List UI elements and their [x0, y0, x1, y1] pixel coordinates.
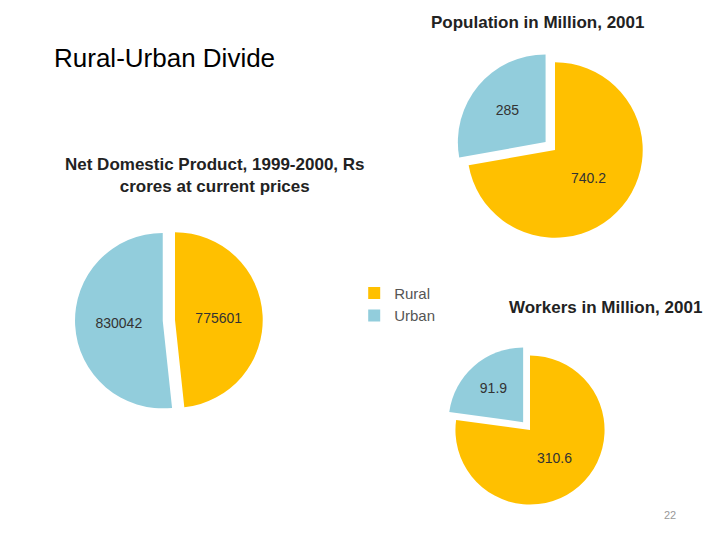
svg-text:Population in Million, 2001: Population in Million, 2001 [431, 13, 644, 32]
svg-text:740.2: 740.2 [571, 170, 606, 186]
svg-text:Rural: Rural [394, 285, 430, 302]
svg-text:Urban: Urban [394, 307, 435, 324]
svg-text:91.9: 91.9 [480, 380, 507, 396]
svg-text:285: 285 [496, 102, 520, 118]
svg-text:775601: 775601 [195, 310, 242, 326]
svg-text:310.6: 310.6 [537, 450, 572, 466]
svg-text:Net Domestic Product, 1999-200: Net Domestic Product, 1999-2000, Rscrore… [65, 155, 365, 196]
svg-text:Workers in Million, 2001: Workers in Million, 2001 [509, 298, 702, 317]
svg-text:Rural-Urban Divide: Rural-Urban Divide [54, 43, 275, 73]
svg-text:22: 22 [664, 509, 676, 521]
svg-text:830042: 830042 [95, 315, 142, 331]
